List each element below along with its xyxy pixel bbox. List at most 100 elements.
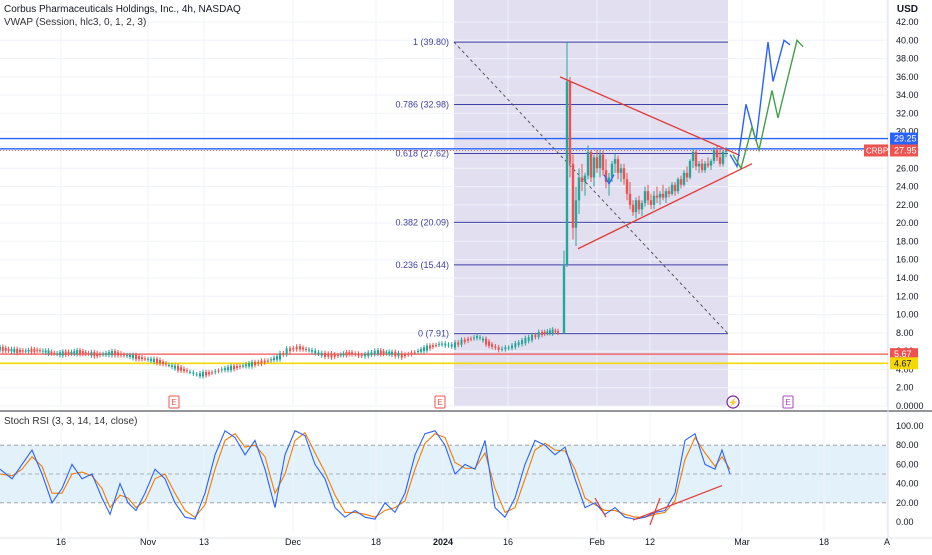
candle xyxy=(248,363,250,367)
candle xyxy=(233,365,235,370)
candle xyxy=(192,372,195,374)
dip-arrow xyxy=(603,174,615,186)
price-tick-label: 14.00 xyxy=(896,273,919,283)
candle xyxy=(242,365,244,367)
candle xyxy=(205,372,207,376)
candle xyxy=(260,360,263,364)
earnings-marker xyxy=(434,395,446,409)
candle xyxy=(211,372,213,374)
candle xyxy=(270,359,272,361)
candle xyxy=(634,200,638,213)
candle xyxy=(317,352,320,354)
candle xyxy=(273,357,275,361)
price-tick-label: 2.00 xyxy=(896,383,914,393)
candle xyxy=(721,151,725,164)
candle xyxy=(586,151,590,176)
candle xyxy=(7,348,10,351)
candle xyxy=(454,342,456,348)
candle xyxy=(685,172,689,178)
candle xyxy=(444,343,447,346)
candle xyxy=(397,353,400,357)
candle xyxy=(150,358,152,361)
candle xyxy=(429,345,431,349)
candle xyxy=(601,154,605,171)
support-red-tag xyxy=(890,348,918,361)
candle xyxy=(99,354,101,356)
candle xyxy=(263,360,266,363)
candle xyxy=(129,354,131,357)
candle xyxy=(370,352,373,355)
candle xyxy=(571,163,575,228)
candle xyxy=(400,353,403,358)
candle xyxy=(354,353,357,355)
time-tick-label: Mar xyxy=(734,537,750,547)
price-tick-label: 22.00 xyxy=(896,200,919,210)
candle xyxy=(339,354,342,356)
candle xyxy=(670,184,674,194)
candle xyxy=(432,345,434,347)
candle xyxy=(364,354,366,357)
candle xyxy=(245,364,247,367)
vwap-indicator-label[interactable]: VWAP (Session, hlc3, 0, 1, 2, 3) xyxy=(4,17,147,28)
symbol-title[interactable]: Corbus Pharmaceuticals Holdings, Inc., 4… xyxy=(4,4,241,15)
candle xyxy=(81,351,84,355)
resistance-upper-tag-label: 29.25 xyxy=(894,134,917,144)
candle xyxy=(537,331,540,338)
candle xyxy=(50,351,53,354)
candle xyxy=(138,356,140,360)
candle xyxy=(664,191,668,198)
candle xyxy=(13,348,16,353)
candle xyxy=(391,351,393,355)
candle xyxy=(457,342,460,345)
candle xyxy=(577,177,581,201)
candle xyxy=(703,163,707,171)
candle xyxy=(93,352,96,357)
candle xyxy=(700,163,704,171)
candle xyxy=(324,352,326,357)
candle xyxy=(649,200,653,205)
candle xyxy=(348,352,351,355)
time-tick-label: 16 xyxy=(503,537,513,547)
candle xyxy=(724,150,728,152)
candle xyxy=(76,350,79,355)
rsi-drawing-rising_red xyxy=(632,484,723,521)
candle xyxy=(501,348,503,350)
candle xyxy=(186,370,188,372)
candle xyxy=(413,352,416,354)
fib-label: 1 (39.80) xyxy=(413,37,449,47)
candle xyxy=(162,361,164,365)
candle xyxy=(251,362,253,367)
candle xyxy=(327,353,330,357)
candle xyxy=(314,350,317,354)
candle xyxy=(511,345,513,349)
candle xyxy=(388,351,391,355)
time-tick-label: 13 xyxy=(199,537,209,547)
candle xyxy=(619,168,623,173)
price-tick-label: 40.00 xyxy=(896,35,919,45)
candle xyxy=(485,338,487,345)
candle xyxy=(195,374,198,376)
candle xyxy=(27,349,30,352)
candle xyxy=(652,195,656,205)
candle xyxy=(580,177,584,182)
candle xyxy=(357,353,360,356)
candle xyxy=(646,191,650,201)
price-tick-label: 12.00 xyxy=(896,291,919,301)
candle xyxy=(64,351,67,356)
candle xyxy=(295,346,298,350)
stoch-rsi-label[interactable]: Stoch RSI (3, 3, 14, 14, close) xyxy=(4,416,138,427)
earnings-marker xyxy=(168,395,180,409)
price-tick-label: 42.00 xyxy=(896,17,919,27)
candle xyxy=(491,344,493,347)
rsi-tick-label: 20.00 xyxy=(896,498,919,508)
candle xyxy=(379,350,382,355)
candle xyxy=(658,193,662,198)
candle xyxy=(473,337,475,339)
projection-green xyxy=(732,38,804,171)
candle xyxy=(373,350,376,355)
rsi-drawing-down_red xyxy=(594,497,607,518)
candle xyxy=(70,351,73,354)
candle xyxy=(156,358,158,364)
